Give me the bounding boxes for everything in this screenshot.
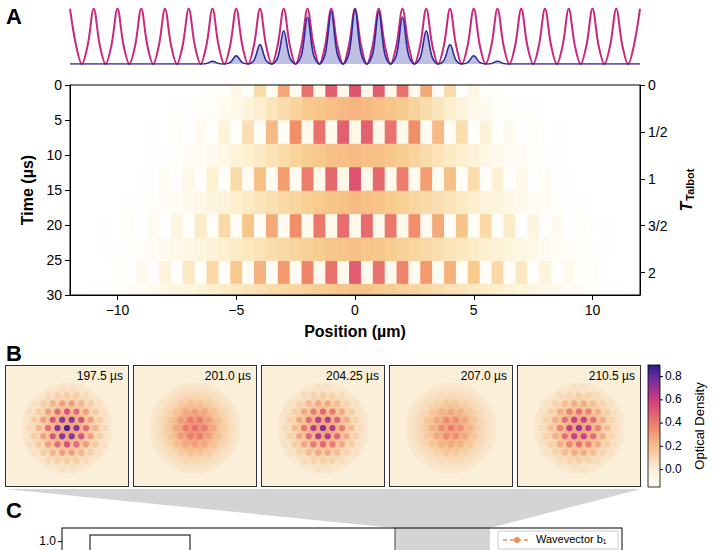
svg-text:10: 10 bbox=[585, 302, 601, 318]
svg-text:2: 2 bbox=[648, 265, 656, 281]
svg-text:210.5 µs: 210.5 µs bbox=[589, 369, 635, 383]
svg-text:0: 0 bbox=[351, 302, 359, 318]
svg-text:−10: −10 bbox=[106, 302, 130, 318]
svg-text:1.0: 1.0 bbox=[39, 534, 56, 548]
svg-text:15: 15 bbox=[46, 182, 62, 198]
svg-text:197.5 µs: 197.5 µs bbox=[77, 369, 123, 383]
svg-text:0.6: 0.6 bbox=[665, 392, 682, 406]
html-text:C: C bbox=[6, 498, 22, 523]
html-text:A: A bbox=[6, 4, 22, 29]
svg-text:20: 20 bbox=[46, 217, 62, 233]
svg-text:30: 30 bbox=[46, 287, 62, 303]
svg-text:Talbot: Talbot bbox=[684, 168, 696, 201]
svg-text:5: 5 bbox=[470, 302, 478, 318]
svg-text:Time (µs): Time (µs) bbox=[19, 155, 36, 225]
svg-text:201.0 µs: 201.0 µs bbox=[205, 369, 251, 383]
svg-text:T: T bbox=[678, 200, 695, 211]
svg-text:25: 25 bbox=[46, 252, 62, 268]
svg-text:−5: −5 bbox=[228, 302, 244, 318]
svg-text:207.0 µs: 207.0 µs bbox=[461, 369, 507, 383]
svg-text:10: 10 bbox=[46, 147, 62, 163]
svg-text:Position (µm): Position (µm) bbox=[304, 323, 406, 340]
svg-text:0.8: 0.8 bbox=[665, 369, 682, 383]
svg-text:Optical Density: Optical Density bbox=[692, 382, 707, 470]
svg-text:Wavevector b₁: Wavevector b₁ bbox=[536, 533, 607, 545]
svg-text:0.0: 0.0 bbox=[665, 462, 682, 476]
svg-text:0: 0 bbox=[54, 77, 62, 93]
svg-text:0.4: 0.4 bbox=[665, 415, 682, 429]
svg-text:0: 0 bbox=[648, 77, 656, 93]
svg-text:1/2: 1/2 bbox=[648, 124, 668, 140]
svg-text:1: 1 bbox=[648, 171, 656, 187]
svg-text:0.2: 0.2 bbox=[665, 439, 682, 453]
svg-text:204.25 µs: 204.25 µs bbox=[326, 369, 379, 383]
svg-text:5: 5 bbox=[54, 112, 62, 128]
html-text:B: B bbox=[6, 341, 22, 366]
svg-text:3/2: 3/2 bbox=[648, 218, 668, 234]
